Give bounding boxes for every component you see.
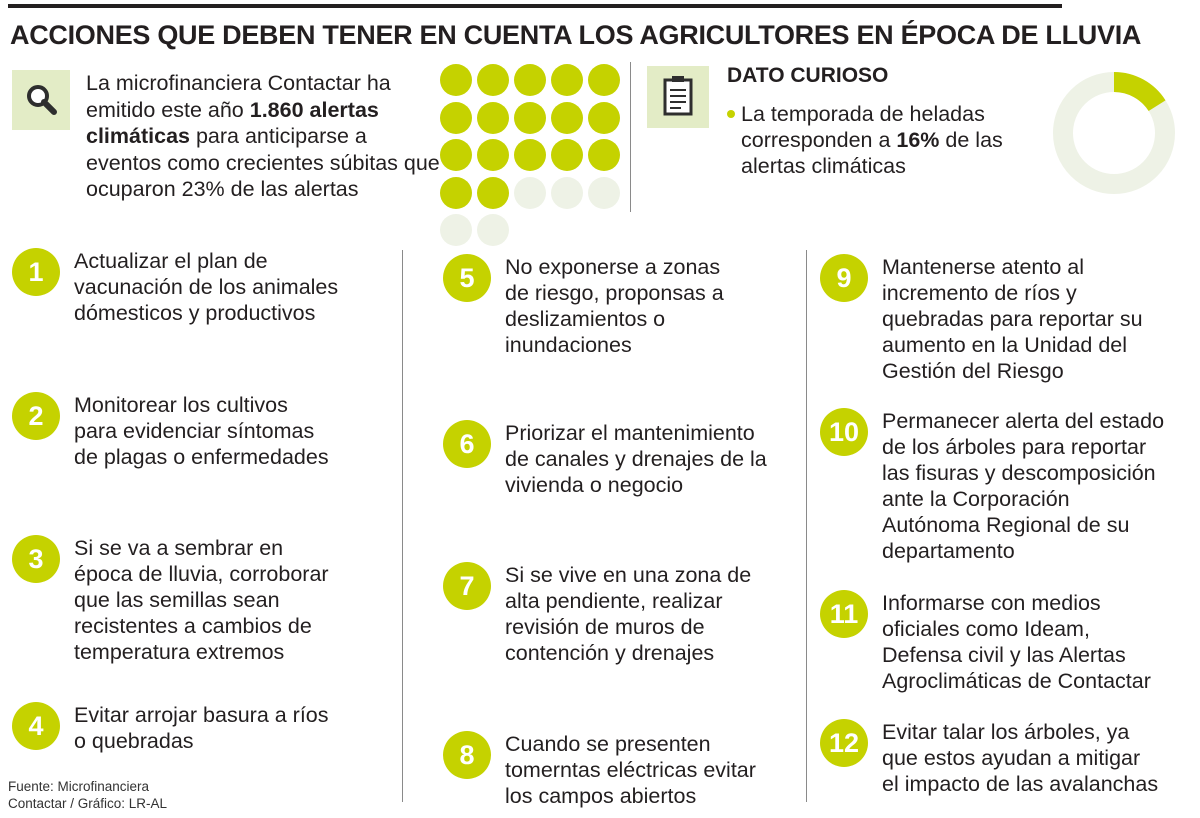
step-text: Permanecer alerta del estado de los árbo…: [882, 409, 1165, 563]
alert-dot-empty: [551, 176, 583, 209]
alert-dot-filled: [588, 101, 620, 134]
step-text: Informarse con medios oficiales como Ide…: [882, 591, 1151, 693]
fact-highlight: 16%: [896, 128, 940, 152]
step-number: 5: [443, 254, 491, 302]
step-text: Priorizar el mantenimiento de canales y …: [505, 421, 767, 497]
alert-dot-filled: [477, 101, 509, 134]
magnifier-icon: [27, 85, 57, 115]
step-text: No exponerse a zonas de riesgo, proponsa…: [505, 255, 724, 357]
step-number: 10: [820, 408, 868, 456]
donut-slice: [1113, 72, 1166, 112]
step-text: Actualizar el plan de vacunación de los …: [74, 249, 339, 325]
frost-donut-chart: [1053, 72, 1175, 194]
bullet-icon: [727, 110, 735, 118]
column-divider: [402, 250, 403, 802]
step-text: Si se va a sembrar en época de lluvia, c…: [74, 536, 329, 664]
fact-text: La temporada de heladas corresponden a 1…: [741, 101, 1041, 179]
alert-dot-filled: [551, 139, 583, 171]
alert-dot-empty: [588, 176, 620, 209]
alert-dot-empty: [477, 214, 509, 246]
step-number: 4: [12, 702, 60, 750]
step-number: 1: [12, 248, 60, 296]
alert-dot-filled: [588, 139, 620, 171]
alert-dot-filled: [440, 64, 472, 96]
step-number: 12: [820, 719, 868, 767]
fact-icon-box: [647, 66, 709, 128]
top-rule: [8, 4, 1062, 8]
step-number: 9: [820, 254, 868, 302]
alert-dot-filled: [588, 64, 620, 96]
intro-icon-box: [12, 70, 70, 130]
intro-text: La microfinanciera Contactar ha emitido …: [86, 70, 446, 203]
alert-dot-filled: [514, 101, 546, 134]
step-number: 3: [12, 535, 60, 583]
step-text: Evitar talar los árboles, ya que estos a…: [882, 720, 1159, 796]
step-text: Evitar arrojar basura a ríos o quebradas: [74, 703, 329, 753]
step-number: 8: [443, 731, 491, 779]
alert-dot-filled: [440, 139, 472, 171]
step-text: Mantenerse atento al incremento de ríos …: [882, 255, 1143, 383]
page-title: ACCIONES QUE DEBEN TENER EN CUENTA LOS A…: [10, 20, 1142, 50]
fact-title: DATO CURIOSO: [727, 64, 889, 87]
step-text: Si se vive en una zona de alta pendiente…: [505, 563, 752, 665]
alert-dot-filled: [514, 139, 546, 171]
alert-dot-filled: [440, 101, 472, 134]
source-note: Fuente: Microfinanciera Contactar / Gráf…: [8, 779, 168, 811]
alert-dot-filled: [551, 101, 583, 134]
clipboard-icon: [663, 76, 693, 116]
alert-dot-filled: [514, 64, 546, 96]
alert-dot-filled: [551, 64, 583, 96]
step-number: 6: [443, 420, 491, 468]
alert-dot-empty: [514, 176, 546, 209]
divider: [630, 62, 631, 212]
step-text: Cuando se presenten tomerntas eléctricas…: [505, 732, 756, 808]
intro-text-part: para anticiparse a eventos como crecient…: [86, 124, 440, 201]
step-text: Monitorear los cultivos para evidenciar …: [74, 393, 329, 469]
alert-dot-filled: [477, 139, 509, 171]
alert-dot-filled: [477, 176, 509, 209]
fact-text-part: La temporada de heladas corresponden a: [741, 102, 985, 152]
step-number: 7: [443, 562, 491, 610]
intro-highlight: 1.860 alertas climáticas: [86, 97, 379, 149]
alert-dot-filled: [440, 176, 472, 209]
alert-dot-empty: [440, 214, 472, 246]
fact-text-part: de las alertas climáticas: [741, 128, 1003, 178]
step-number: 11: [820, 590, 868, 638]
alert-dot-filled: [477, 64, 509, 96]
step-number: 2: [12, 392, 60, 440]
column-divider: [806, 250, 807, 802]
intro-text-part: La microfinanciera Contactar ha emitido …: [86, 71, 391, 122]
